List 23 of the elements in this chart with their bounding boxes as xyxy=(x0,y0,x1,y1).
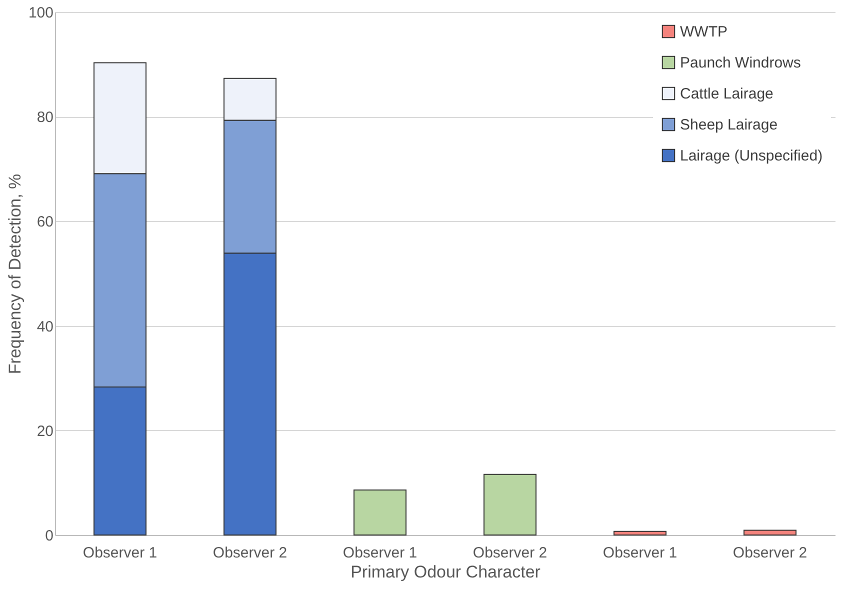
legend-label: Paunch Windrows xyxy=(680,54,801,72)
y-tick-label: 60 xyxy=(36,214,54,231)
legend-label: Sheep Lairage xyxy=(680,116,778,134)
legend-label: Lairage (Unspecified) xyxy=(680,148,823,164)
x-tick-label: Observer 1 xyxy=(342,544,418,562)
y-tick-label: 100 xyxy=(28,4,54,22)
x-tick-label: Observer 2 xyxy=(212,544,288,562)
x-tick-label: Observer 1 xyxy=(602,544,678,562)
x-tick-label: Observer 2 xyxy=(472,544,548,562)
x-tick-label: Observer 2 xyxy=(732,544,808,562)
y-tick-label: 40 xyxy=(36,318,54,336)
bar xyxy=(744,530,796,536)
bar xyxy=(354,490,406,536)
x-axis-title: Primary Odour Character xyxy=(350,562,541,582)
bar xyxy=(614,530,666,536)
y-tick-label: 20 xyxy=(36,422,54,440)
y-tick-label: 0 xyxy=(45,528,54,544)
bar xyxy=(484,474,536,536)
legend-label: WWTP xyxy=(680,24,728,40)
y-axis-title: Frequency of Detection, % xyxy=(5,174,24,374)
y-tick-label: 80 xyxy=(36,109,54,126)
legend-label: Cattle Lairage xyxy=(680,86,774,102)
x-tick-label: Observer 1 xyxy=(82,544,158,562)
